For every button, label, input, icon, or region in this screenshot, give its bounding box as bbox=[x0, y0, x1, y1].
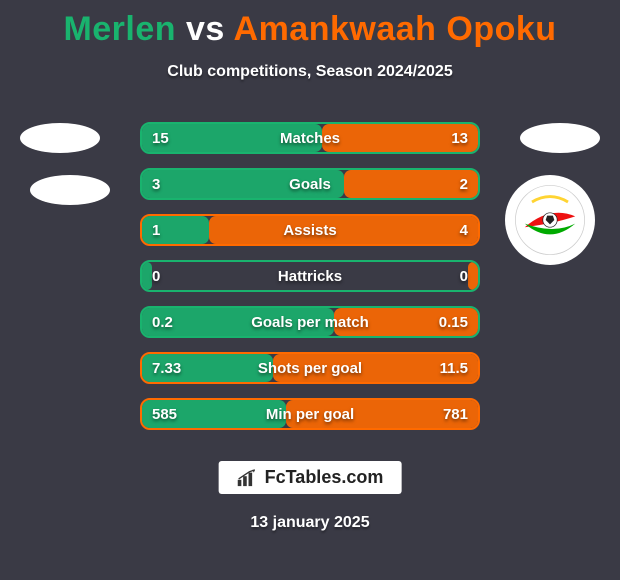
stats-table: Matches15 13 Goals3 2 Assists1 4 Hattricks0 0 Go… bbox=[140, 122, 480, 444]
stat-label: Assists bbox=[142, 222, 478, 239]
player1-crest-1 bbox=[20, 123, 100, 153]
stat-value-p2: 0.15 bbox=[439, 314, 468, 331]
player1-name: Merlen bbox=[63, 10, 176, 48]
stat-row: Hattricks0 0 bbox=[140, 260, 480, 292]
club-badge-icon bbox=[514, 184, 586, 256]
vs-label: vs bbox=[186, 10, 225, 48]
stat-value-p2: 11.5 bbox=[440, 360, 468, 377]
stat-value-p1: 15 bbox=[152, 130, 169, 147]
stat-value-p2: 0 bbox=[460, 268, 468, 285]
player1-crest-2 bbox=[30, 175, 110, 205]
stat-label: Min per goal bbox=[142, 406, 478, 423]
stat-value-p2: 13 bbox=[451, 130, 468, 147]
stat-value-p2: 781 bbox=[443, 406, 468, 423]
stat-value-p1: 0.2 bbox=[152, 314, 173, 331]
stat-row: Shots per goal7.33 11.5 bbox=[140, 352, 480, 384]
stat-value-p1: 7.33 bbox=[152, 360, 181, 377]
stat-value-p2: 4 bbox=[460, 222, 468, 239]
stat-label: Matches bbox=[142, 130, 478, 147]
stat-value-p2: 2 bbox=[460, 176, 468, 193]
stat-row: Assists1 4 bbox=[140, 214, 480, 246]
player2-club-badge bbox=[505, 175, 595, 265]
stat-row: Goals per match0.2 0.15 bbox=[140, 306, 480, 338]
stat-value-p1: 585 bbox=[152, 406, 177, 423]
player2-crest-1 bbox=[520, 123, 600, 153]
stat-label: Hattricks bbox=[142, 268, 478, 285]
stat-label: Goals per match bbox=[142, 314, 478, 331]
logo-text: FcTables.com bbox=[265, 467, 384, 488]
subtitle: Club competitions, Season 2024/2025 bbox=[0, 63, 620, 81]
stat-label: Shots per goal bbox=[142, 360, 478, 377]
stat-value-p1: 3 bbox=[152, 176, 160, 193]
fctables-logo[interactable]: FcTables.com bbox=[219, 461, 402, 494]
stat-label: Goals bbox=[142, 176, 478, 193]
player2-name: Amankwaah Opoku bbox=[234, 10, 557, 48]
logo-chart-icon bbox=[237, 469, 259, 487]
stat-row: Min per goal585 781 bbox=[140, 398, 480, 430]
stat-row: Matches15 13 bbox=[140, 122, 480, 154]
comparison-title: Merlen vs Amankwaah Opoku bbox=[0, 0, 620, 49]
stat-row: Goals3 2 bbox=[140, 168, 480, 200]
stat-value-p1: 1 bbox=[152, 222, 160, 239]
stat-value-p1: 0 bbox=[152, 268, 160, 285]
footer-date: 13 january 2025 bbox=[0, 514, 620, 532]
